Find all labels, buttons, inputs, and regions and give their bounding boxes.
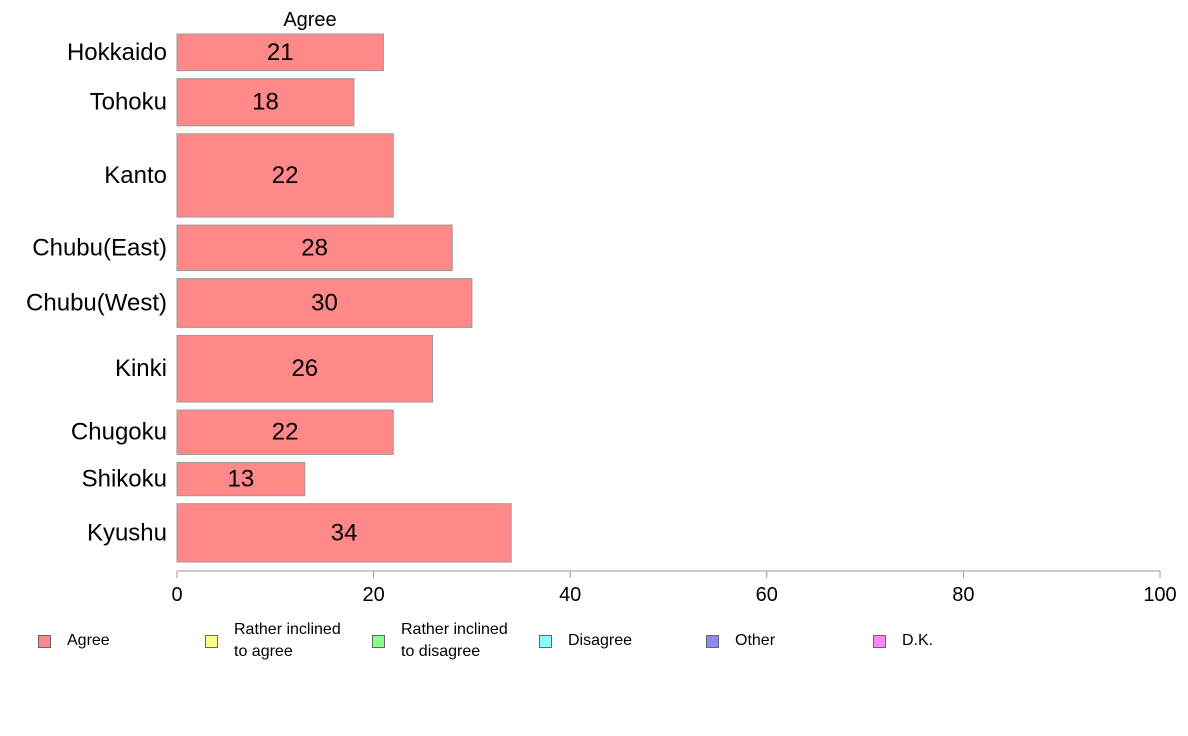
legend-swatch [539,634,552,648]
legend-item: Rather inclined to agree [205,618,341,664]
category-label: Shikoku [82,466,167,493]
category-label: Tohoku [90,89,167,116]
legend-swatch [873,634,886,648]
bar [176,461,306,497]
bar [176,33,384,72]
x-tick-label: 100 [1143,584,1176,606]
legend-swatch [38,634,51,648]
legend: Agree Rather inclined to agree Rather incl… [38,618,1158,668]
x-tick-label: 20 [362,584,384,606]
category-label: Kanto [104,162,167,189]
series-header: Agree [283,9,336,31]
bar [176,78,355,127]
x-tick-label: 40 [559,584,581,606]
category-label: Chubu(East) [32,234,167,261]
legend-item: D.K. [873,618,933,664]
legend-item: Rather inclined to disagree [372,618,508,664]
data-label: 22 [272,419,299,446]
legend-item: Other [706,618,775,664]
legend-swatch [205,634,218,648]
legend-label: Rather inclined to disagree [401,621,508,660]
legend-label: Other [735,632,776,649]
data-label: 28 [301,234,328,261]
category-label: Kinki [115,355,167,382]
data-label: 21 [267,39,294,66]
bar [176,503,512,563]
category-label: Kyushu [87,519,167,546]
data-label: 22 [272,162,299,189]
bar [176,133,394,218]
data-label: 18 [252,89,279,116]
category-label: Hokkaido [67,39,167,66]
bar [176,278,473,328]
legend-item: Agree [38,618,110,664]
bar [176,224,453,272]
data-label: 30 [311,289,338,316]
data-label: 34 [331,519,358,546]
data-label: 26 [291,355,318,382]
legend-item: Disagree [539,618,632,664]
x-tick-label: 80 [952,584,974,606]
data-label: 13 [228,466,255,493]
x-tick-label: 60 [756,584,778,606]
x-axis: 0 20 40 60 80 100 [171,570,1177,606]
category-label: Chubu(West) [26,289,167,316]
legend-label: D.K. [902,632,934,649]
legend-swatch [372,634,385,648]
bars-group: Hokkaido 21 Tohoku 18 Kanto 22 Chubu(East) 28 Ch… [26,33,512,563]
legend-label: Agree [67,632,110,649]
x-tick-label: 0 [171,584,182,606]
legend-label: Disagree [568,632,633,649]
bar [176,409,394,455]
bar [176,334,434,403]
category-label: Chugoku [71,419,167,446]
legend-swatch [706,634,719,648]
legend-label: Rather inclined to agree [234,621,341,660]
